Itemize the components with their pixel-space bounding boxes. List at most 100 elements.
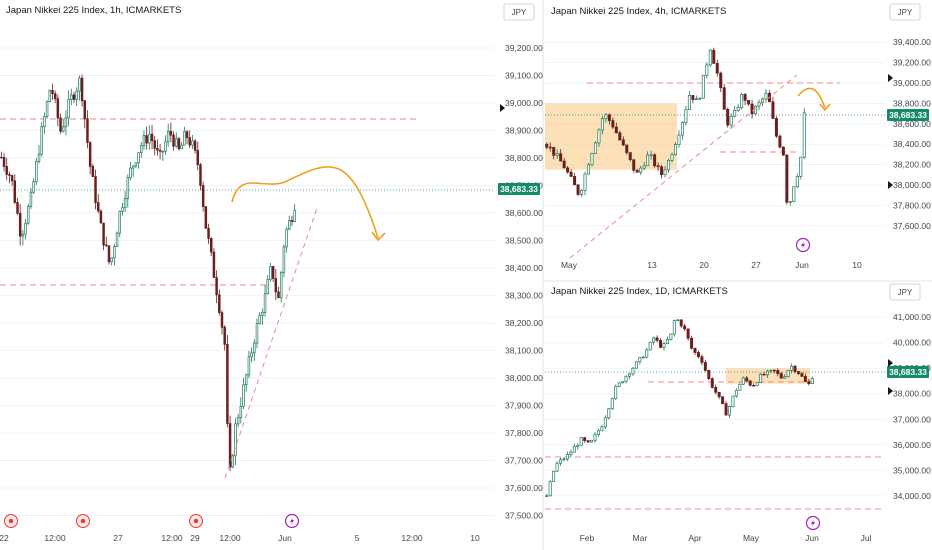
candle-body	[662, 343, 666, 348]
chart-1h-projection-arrow[interactable]	[231, 166, 379, 239]
candle-body	[209, 238, 213, 253]
currency-chips[interactable]: JPY JPY JPY	[500, 3, 921, 395]
candle-body	[691, 95, 695, 101]
candle-body	[583, 173, 587, 191]
candle-body	[61, 126, 65, 132]
x-tick-label: 12:00	[401, 533, 423, 543]
candle-body	[258, 315, 261, 325]
candle-body	[35, 161, 38, 182]
y-tick-label: 38,400.00	[505, 263, 543, 273]
candle-body	[803, 376, 807, 382]
chart-4h-arrow-head	[819, 103, 831, 112]
candle-body	[701, 74, 705, 99]
candle-body	[48, 89, 52, 103]
chart-1h-trendline[interactable]	[224, 204, 319, 479]
candle-body	[715, 63, 719, 74]
chart-1h-events[interactable]	[4, 513, 300, 529]
candle-body	[710, 378, 714, 388]
candle-body	[75, 90, 78, 100]
candle-body	[810, 378, 814, 384]
chart-1d-events[interactable]	[805, 515, 821, 531]
chart-4h-price-label: 38,683.33	[889, 110, 927, 120]
chart-1d-x-axis[interactable]: Feb Mar Apr May Jun Jul	[580, 533, 872, 543]
chart-4h[interactable]: Japan Nikkei 225 Index, 4h, ICMARKETS 39…	[545, 6, 931, 270]
candle-body	[226, 343, 229, 424]
candle-body	[603, 417, 607, 428]
x-tick-label: May	[561, 260, 578, 270]
chart-1h[interactable]: Japan Nikkei 225 Index, 1h, ICMARKETS 39…	[0, 5, 543, 543]
x-tick-label: 12:00	[219, 533, 241, 543]
y-tick-label: 38,600.00	[505, 208, 543, 218]
candle-body	[793, 365, 797, 372]
candle-body	[686, 328, 690, 339]
candle-body	[638, 356, 642, 363]
chart-1d-zone[interactable]	[726, 368, 810, 384]
y-tick-label: 38,100.00	[505, 346, 543, 356]
candle-body	[600, 118, 604, 131]
candle-body	[565, 454, 569, 460]
candle-body	[191, 140, 194, 146]
chart-4h-events[interactable]	[795, 237, 811, 253]
candle-body	[717, 391, 721, 398]
y-tick-label: 38,800.00	[893, 98, 931, 108]
candle-body	[43, 116, 46, 128]
candle-body	[218, 294, 221, 313]
candle-body	[29, 191, 33, 207]
candle-body	[783, 376, 787, 379]
candle-body	[207, 227, 210, 239]
chart-4h-trendline[interactable]	[569, 74, 798, 259]
x-tick-label: 12:00	[161, 533, 183, 543]
candle-body	[785, 154, 789, 203]
x-tick-label: 10	[470, 533, 480, 543]
candle-body	[779, 373, 783, 379]
candle-body	[665, 339, 669, 344]
candle-body	[653, 154, 657, 167]
candle-body	[18, 213, 22, 237]
chart-1h-x-axis[interactable]: 22 12:00 27 12:00 29 12:00 Jun 5 12:00 10	[0, 533, 480, 543]
candle-body	[705, 64, 709, 76]
candle-body	[204, 206, 208, 229]
candle-body	[721, 396, 725, 405]
x-tick-label: Jun	[278, 533, 292, 543]
x-tick-label: Apr	[688, 533, 701, 543]
chart-1d-candles	[545, 319, 814, 497]
economic-event-dot	[8, 518, 14, 524]
y-tick-label: 38,800.00	[505, 153, 543, 163]
candle-body	[10, 175, 14, 182]
candle-body	[714, 387, 718, 393]
candle-body	[228, 423, 232, 468]
candle-body	[239, 405, 243, 418]
chart-1h-price-badge: 38,683.33	[498, 183, 540, 195]
candle-body	[747, 100, 751, 105]
candle-body	[573, 176, 577, 186]
chart-4h-supply-zone[interactable]	[545, 103, 677, 170]
candle-body	[242, 384, 245, 407]
chart-1h-arrow-head	[371, 231, 386, 242]
candle-body	[569, 451, 573, 455]
candle-body	[646, 154, 650, 167]
chart-4h-x-axis[interactable]: May 13 20 27 Jun 10	[561, 260, 862, 270]
candle-body	[285, 228, 288, 248]
zone-rect	[726, 368, 810, 384]
y-tick-label: 38,900.00	[505, 126, 543, 136]
candle-body	[649, 154, 653, 156]
chart-1d[interactable]: Japan Nikkei 225 Index, 1D, ICMARKETS 41…	[545, 286, 931, 543]
candle-body	[153, 140, 156, 149]
candle-body	[156, 147, 159, 151]
candle-body	[596, 430, 600, 435]
candle-body	[769, 369, 773, 372]
candle-body	[288, 220, 291, 230]
candle-body	[13, 180, 17, 203]
chart-1h-y-axis[interactable]: 39,200.00 39,100.00 39,000.00 38,900.00 38,8…	[505, 43, 543, 521]
y-tick-label: 37,600.00	[893, 221, 931, 231]
candle-body	[669, 333, 673, 340]
candle-body	[105, 244, 108, 247]
chart-1d-y-axis[interactable]: 41,000.0040,000.0039,000.0038,000.0037,0…	[893, 312, 931, 501]
candle-body	[45, 101, 49, 117]
candle-body	[757, 101, 761, 107]
chart-4h-projection-arrow[interactable]	[797, 87, 826, 109]
flash-bolt	[801, 241, 805, 249]
chart-4h-y-axis[interactable]: 39,400.00 39,200.00 39,000.00 38,800.00 38,6…	[893, 37, 931, 231]
candle-body	[762, 373, 766, 376]
candle-body	[250, 352, 253, 358]
